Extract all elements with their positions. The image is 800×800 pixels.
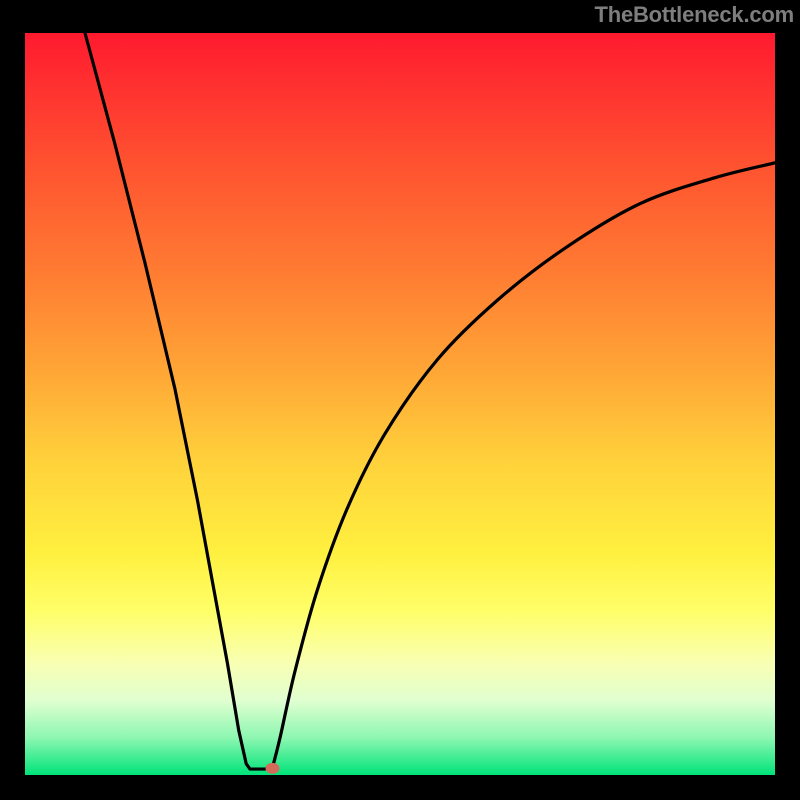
chart-stage: TheBottleneck.com bbox=[0, 0, 800, 800]
attribution-text: TheBottleneck.com bbox=[594, 2, 794, 28]
chart-plot-area bbox=[25, 33, 775, 775]
chart-background-gradient bbox=[25, 33, 775, 775]
